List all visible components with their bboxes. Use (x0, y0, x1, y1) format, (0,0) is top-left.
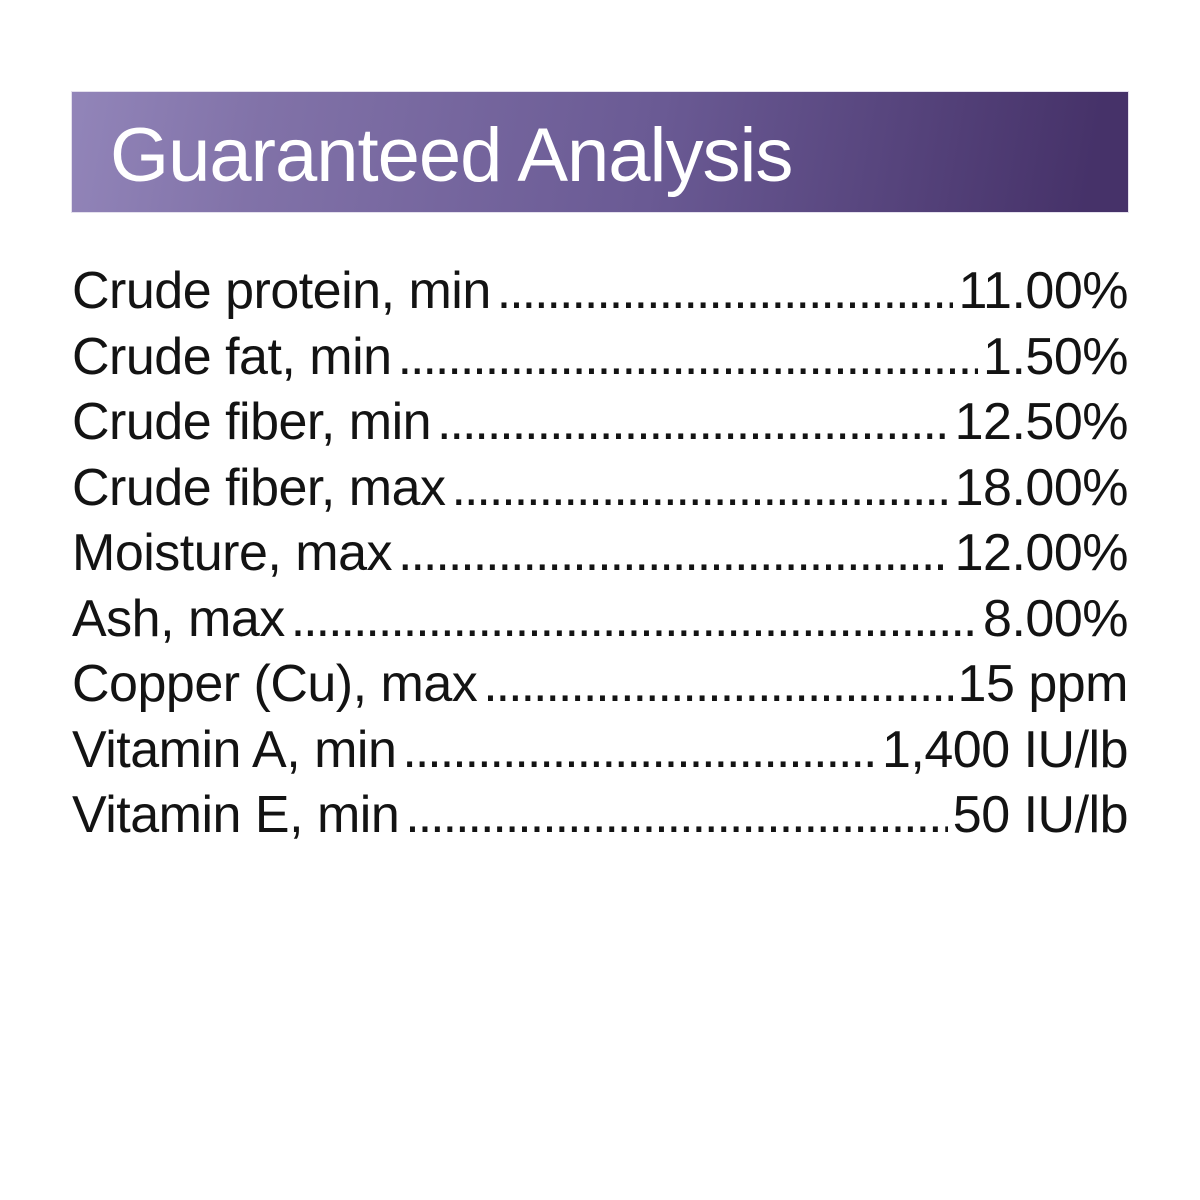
dot-leader: ........................................… (451, 458, 950, 517)
nutrient-label: Vitamin A, min (72, 720, 397, 779)
table-row: Vitamin E, min..........................… (72, 785, 1129, 851)
nutrient-value: 18.00% (954, 458, 1129, 517)
table-row: Copper (Cu), max........................… (72, 654, 1129, 720)
page-title: Guaranteed Analysis (110, 113, 793, 198)
dot-leader: ........................................… (496, 262, 954, 320)
dot-leader: ........................................… (398, 524, 950, 582)
nutrient-label: Copper (Cu), max (72, 655, 478, 713)
table-row: Crude fat, min..........................… (72, 327, 1128, 393)
header-bar: Guaranteed Analysis (72, 92, 1128, 212)
nutrient-value: 12.00% (954, 524, 1129, 582)
nutrient-value: 12.50% (954, 393, 1129, 451)
nutrient-value: 1,400 IU/lb (882, 720, 1129, 779)
table-row: Vitamin A, min..........................… (72, 720, 1129, 786)
nutrient-label: Crude fiber, max (72, 458, 446, 517)
table-row: Ash, max................................… (72, 589, 1128, 655)
dot-leader: ........................................… (402, 720, 877, 779)
nutrient-label: Vitamin E, min (72, 786, 400, 844)
nutrient-label: Crude protein, min (72, 262, 491, 320)
dot-leader: ........................................… (290, 589, 978, 648)
nutrient-value: 8.00% (983, 589, 1128, 648)
nutrient-label: Ash, max (72, 589, 285, 648)
nutrient-label: Moisture, max (72, 524, 393, 582)
table-row: Crude fiber, max........................… (72, 458, 1129, 524)
dot-leader: ........................................… (437, 393, 950, 451)
dot-leader: ........................................… (397, 327, 979, 386)
table-row: Crude protein, min......................… (72, 261, 1128, 327)
analysis-table: Crude protein, min......................… (72, 261, 1129, 851)
table-row: Moisture, max...........................… (72, 523, 1129, 589)
dot-leader: ........................................… (483, 655, 952, 713)
nutrient-label: Crude fat, min (72, 327, 392, 386)
nutrient-value: 11.00% (958, 262, 1128, 320)
nutrient-value: 50 IU/lb (952, 786, 1129, 844)
nutrient-value: 15 ppm (957, 655, 1129, 713)
nutrient-label: Crude fiber, min (72, 393, 432, 451)
dot-leader: ........................................… (405, 786, 948, 844)
table-row: Crude fiber, min........................… (72, 392, 1129, 458)
nutrient-value: 1.50% (983, 327, 1128, 386)
